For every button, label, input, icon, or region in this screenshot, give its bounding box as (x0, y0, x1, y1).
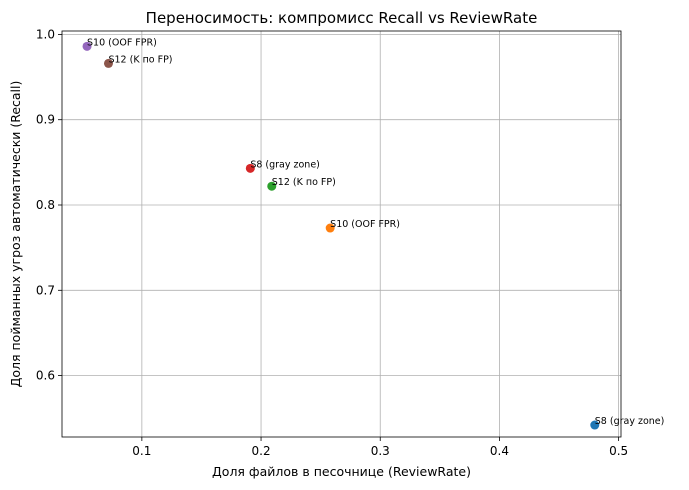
scatter-point (267, 181, 277, 191)
point-label: S12 (K по FP) (272, 177, 336, 188)
scatter-point (325, 223, 335, 233)
x-axis-label: Доля файлов в песочнице (ReviewRate) (212, 464, 471, 479)
x-tick-label: 0.3 (371, 444, 390, 458)
axis-ticks: 0.1 0.2 0.3 0.4 0.5 0.6 0.7 0.8 0.9 1.0 (36, 27, 628, 458)
x-tick-label: 0.2 (252, 444, 271, 458)
point-label: S10 (OOF FPR) (330, 219, 400, 230)
data-points: S8 (gray zone) S10 (OOF FPR) S12 (K по FP)… (82, 37, 665, 430)
point-label: S10 (OOF FPR) (87, 37, 157, 48)
x-tick-label: 0.1 (132, 444, 151, 458)
y-axis-label: Доля пойманных угроз автоматически (Reca… (8, 81, 23, 388)
y-tick-label: 0.8 (36, 198, 55, 212)
chart-title: Переносимость: компромисс Recall vs Revi… (146, 9, 538, 27)
x-tick-label: 0.4 (490, 444, 509, 458)
y-tick-label: 0.7 (36, 283, 55, 297)
y-tick-label: 0.9 (36, 113, 55, 127)
scatter-point (103, 58, 113, 68)
x-tick-label: 0.5 (609, 444, 628, 458)
scatter-point (245, 163, 255, 173)
y-tick-label: 1.0 (36, 27, 55, 41)
y-tick-label: 0.6 (36, 369, 55, 383)
plot-frame (61, 30, 622, 438)
point-label: S8 (gray zone) (595, 416, 665, 427)
point-label: S8 (gray zone) (250, 159, 320, 170)
scatter-point (590, 420, 600, 430)
grid-lines (62, 31, 621, 437)
point-label: S12 (K по FP) (108, 54, 172, 65)
scatter-point (82, 41, 92, 51)
